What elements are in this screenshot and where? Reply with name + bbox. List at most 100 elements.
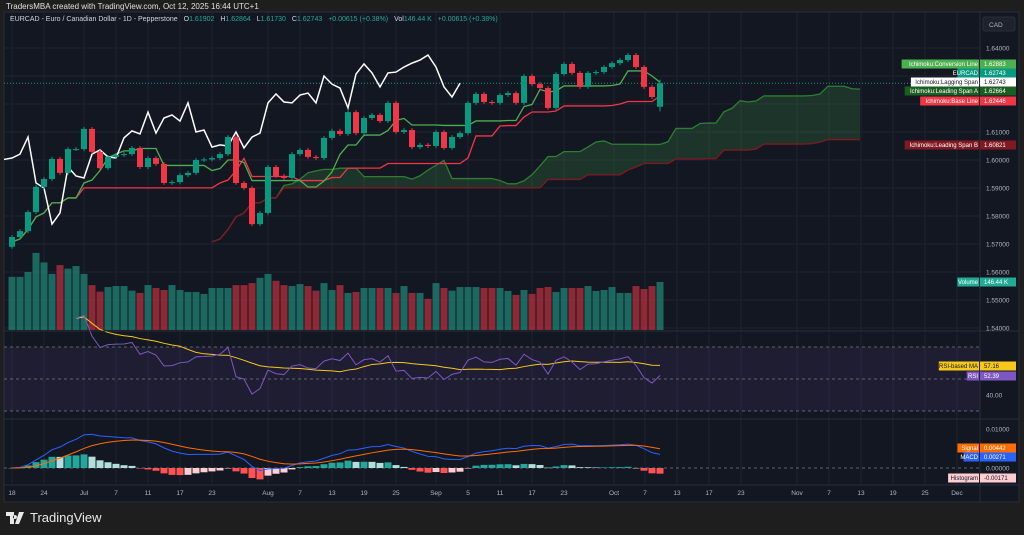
cloud-segment	[364, 176, 372, 188]
candle-up	[65, 149, 71, 173]
macd-histogram-bar	[208, 468, 216, 472]
cloud-segment	[716, 111, 724, 159]
volume-bar	[96, 291, 104, 330]
label-value-box	[980, 371, 1016, 381]
macd-histogram-bar	[400, 466, 408, 468]
price-axis-tick: 1.56000	[986, 270, 1010, 277]
candle-up	[449, 137, 455, 148]
candles[interactable]	[9, 53, 663, 249]
label-name-box	[904, 86, 979, 96]
candle-up	[329, 130, 335, 138]
volume-bar	[632, 286, 640, 330]
volume-bar	[88, 285, 96, 330]
cloud-segment	[780, 95, 788, 145]
time-axis-tick: Aug	[262, 490, 274, 497]
volume-bar	[192, 291, 200, 330]
candle-up	[129, 147, 135, 155]
candle-up	[601, 67, 607, 73]
volume-bar	[8, 276, 16, 330]
label-name: Ichimoku:Lagging Span	[915, 80, 978, 86]
symbol-name[interactable]: EURCAD - Euro / Canadian Dollar - 1D - P…	[10, 16, 178, 23]
macd-histogram-bar	[368, 461, 376, 468]
volume-bar	[432, 283, 440, 330]
axes[interactable]: 1.64000 1.61000 1.60000 1.59000 1.58000 1.570…	[8, 46, 1009, 498]
label-value: 52.39	[984, 374, 1000, 380]
candle-up	[457, 133, 463, 138]
macd-histogram-bar	[80, 454, 88, 468]
macd-histogram-bar	[632, 467, 640, 469]
macd-histogram-bar	[248, 468, 256, 479]
cloud-segment	[588, 141, 596, 175]
price-label-macd: MACD 0.00271	[960, 452, 1016, 462]
label-value: 146.44 K	[984, 280, 1008, 286]
candle-down	[313, 156, 319, 159]
candle-up	[609, 63, 615, 68]
volume-bar	[160, 289, 168, 330]
label-name: MACD	[960, 455, 978, 461]
cloud-segment	[852, 88, 860, 140]
candle-down	[529, 76, 535, 85]
signal-line	[11, 439, 661, 469]
volume-bar	[440, 288, 448, 330]
cloud-segment	[844, 86, 852, 140]
cloud-segment	[468, 178, 476, 188]
label-value: 1.62743	[984, 80, 1006, 86]
candle-up	[193, 160, 199, 173]
macd-histogram-bar	[504, 464, 512, 468]
label-name-box	[901, 59, 979, 69]
cloud-segment	[348, 168, 356, 188]
candle-down	[281, 175, 287, 178]
cloud-segment	[308, 170, 316, 188]
volume-bar	[504, 290, 512, 330]
volume-bar	[408, 292, 416, 330]
volume-bar	[616, 292, 624, 330]
label-name-box	[904, 140, 979, 150]
candle-up	[33, 186, 39, 213]
label-name-box	[948, 473, 979, 483]
candle-down	[409, 130, 415, 148]
candle-up	[345, 112, 351, 134]
time-axis-tick: 19	[889, 490, 897, 497]
macd-histogram-bar	[536, 464, 544, 468]
macd-histogram-bar	[608, 467, 616, 468]
volume-bar	[400, 286, 408, 330]
candle-down	[649, 86, 655, 97]
volume-bar	[216, 288, 224, 330]
volume-bar	[656, 281, 664, 330]
volume-bar	[624, 292, 632, 330]
label-name: Volume	[958, 280, 979, 286]
macd-histogram-bar	[272, 468, 280, 474]
low-value: 1.61730	[260, 16, 286, 23]
open-value: 1.61902	[189, 16, 215, 23]
label-value-box	[980, 473, 1016, 483]
candle-up	[121, 154, 127, 156]
candle-up	[81, 128, 87, 150]
candle-down	[425, 144, 431, 146]
volume-bar	[592, 290, 600, 330]
currency-button[interactable]: CAD	[982, 16, 1016, 32]
macd-histogram-bar	[416, 468, 424, 472]
candle-up	[73, 149, 79, 151]
cloud-segment	[644, 144, 652, 164]
volume-bar	[320, 283, 328, 330]
macd-histogram-bar	[352, 461, 360, 468]
cloud-segment	[292, 179, 300, 188]
candle-down	[137, 147, 143, 167]
time-axis-tick: 7	[643, 490, 647, 497]
candle-down	[393, 102, 399, 132]
macd-histogram-bar	[584, 467, 592, 468]
candle-down	[545, 88, 551, 108]
candle-down	[353, 112, 359, 134]
price-label-ichimoku-leading-span-b: Ichimoku:Leading Span B 1.60821	[904, 140, 1016, 150]
label-name-box	[957, 443, 979, 453]
volume-bar	[136, 292, 144, 330]
tradingview-logo[interactable]: TradingView	[6, 510, 102, 525]
cloud-segment	[404, 176, 412, 188]
macd-histogram-bar	[232, 468, 240, 472]
cloud-segment	[820, 86, 828, 143]
candle-down	[337, 130, 343, 134]
cloud-segment	[684, 128, 692, 160]
macd-histogram-bar	[344, 460, 352, 468]
macd-histogram-bar	[520, 463, 528, 468]
